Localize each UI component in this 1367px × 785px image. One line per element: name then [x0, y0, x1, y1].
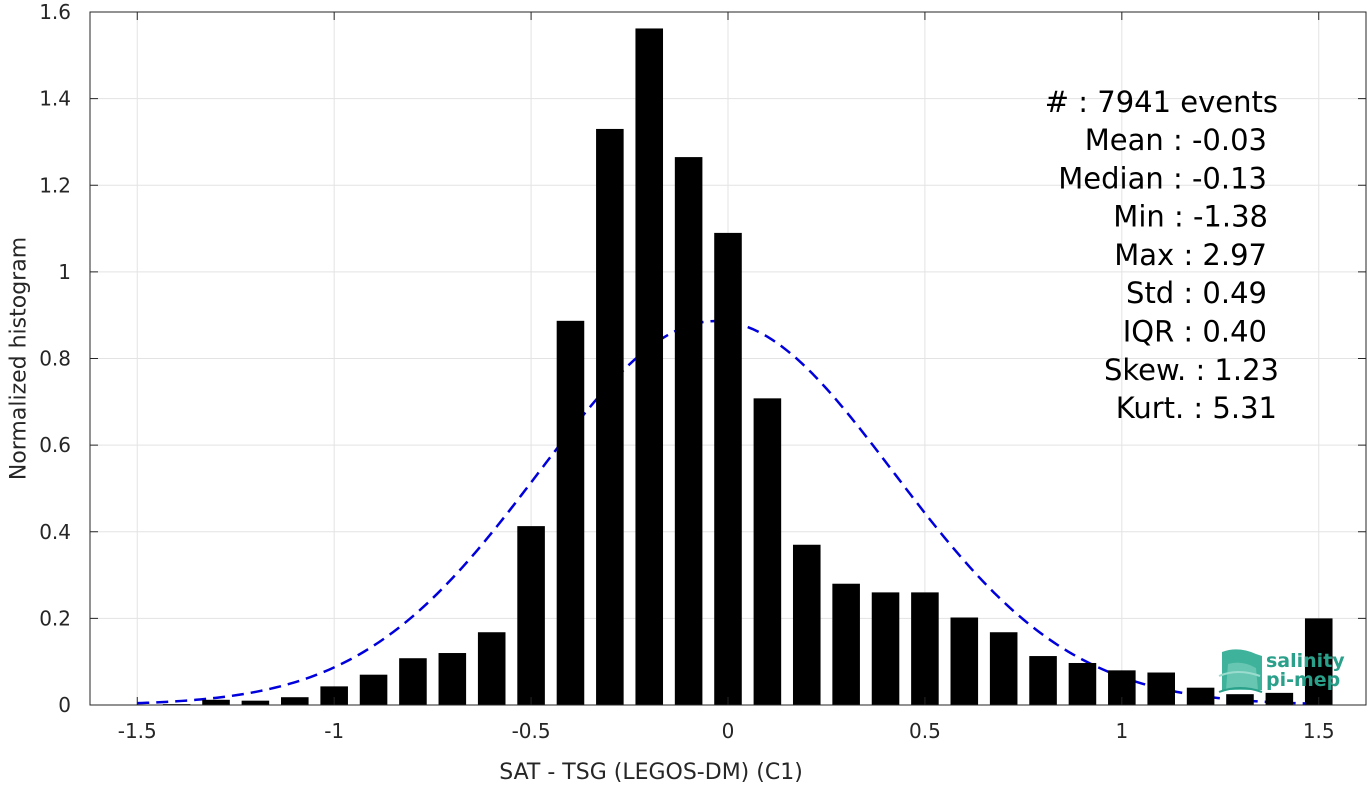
stat-count: # : 7941 events	[1045, 85, 1278, 119]
y-tick-label: 0	[58, 693, 71, 717]
logo-line-2: pi-mep	[1266, 669, 1340, 691]
x-tick-label: 1.5	[1303, 719, 1335, 743]
histogram-bar	[1265, 692, 1294, 705]
stat-mean: Mean : -0.03	[1085, 123, 1267, 157]
wave-logo-icon	[1218, 649, 1263, 693]
histogram-bar	[1029, 656, 1057, 705]
stat-min: Min : -1.38	[1113, 200, 1268, 234]
histogram-bar	[1147, 672, 1175, 705]
stat-std: Std : 0.49	[1126, 276, 1267, 310]
histogram-bar	[674, 157, 703, 706]
histogram-bar	[241, 700, 270, 705]
y-tick-label: 0.6	[39, 433, 71, 457]
histogram-bar	[792, 544, 821, 705]
x-tick-label: -0.5	[512, 719, 551, 743]
stat-max: Max : 2.97	[1114, 238, 1267, 272]
x-axis-label: SAT - TSG (LEGOS-DM) (C1)	[499, 760, 803, 785]
histogram-bar	[438, 653, 467, 705]
y-tick-label: 1.2	[39, 173, 71, 197]
stat-median: Median : -0.13	[1058, 161, 1267, 195]
y-tick-label: 0.4	[39, 520, 71, 544]
histogram-bar	[1304, 618, 1333, 705]
histogram-bar	[871, 592, 900, 705]
salinity-pi-mep-logo: salinity pi-mep	[1218, 649, 1345, 693]
histogram-bar	[477, 632, 506, 705]
y-tick-label: 1.6	[39, 0, 71, 24]
histogram-bar	[399, 658, 427, 705]
stat-kurt: Kurt. : 5.31	[1116, 391, 1277, 425]
histogram-bar	[556, 320, 585, 705]
statistics-annotation: # : 7941 events Mean : -0.03 Median : -0…	[1045, 85, 1279, 425]
histogram-bar	[950, 617, 979, 705]
histogram-bar	[911, 592, 939, 705]
histogram-bar	[714, 232, 742, 706]
y-tick-label: 0.2	[39, 606, 71, 630]
axis-ticks: -1.5 -1 -0.5 0 0.5 1 1.5 0 0.2 0.4 0.6 0.8 1 1.2 1.4 1.…	[39, 0, 1366, 743]
y-tick-label: 1	[58, 260, 71, 284]
histogram-bar	[320, 686, 348, 705]
stat-iqr: IQR : 0.40	[1123, 315, 1267, 349]
x-tick-label: 0.5	[909, 719, 941, 743]
histogram-bar	[1226, 694, 1254, 705]
histogram-bar	[281, 697, 309, 705]
histogram-bar	[596, 128, 624, 706]
x-tick-label: 1	[1115, 719, 1128, 743]
x-tick-label: 0	[722, 719, 735, 743]
histogram-bar	[832, 583, 860, 705]
y-tick-label: 0.8	[39, 347, 71, 371]
histogram-bar	[517, 526, 545, 705]
histogram-bar	[202, 699, 230, 705]
stat-skew: Skew. : 1.23	[1104, 353, 1279, 387]
histogram-bar	[989, 632, 1018, 705]
x-tick-label: -1.5	[118, 719, 157, 743]
y-tick-label: 1.4	[39, 87, 71, 111]
histogram-bar	[753, 398, 782, 705]
histogram-bars	[162, 28, 1333, 706]
histogram-bar	[1186, 687, 1215, 705]
y-axis-label: Normalized histogram	[7, 237, 32, 480]
histogram-bar	[1068, 662, 1097, 705]
histogram-bar	[359, 674, 388, 705]
x-tick-label: -1	[324, 719, 344, 743]
histogram-bar	[635, 28, 664, 706]
logo-line-1: salinity	[1266, 650, 1345, 672]
